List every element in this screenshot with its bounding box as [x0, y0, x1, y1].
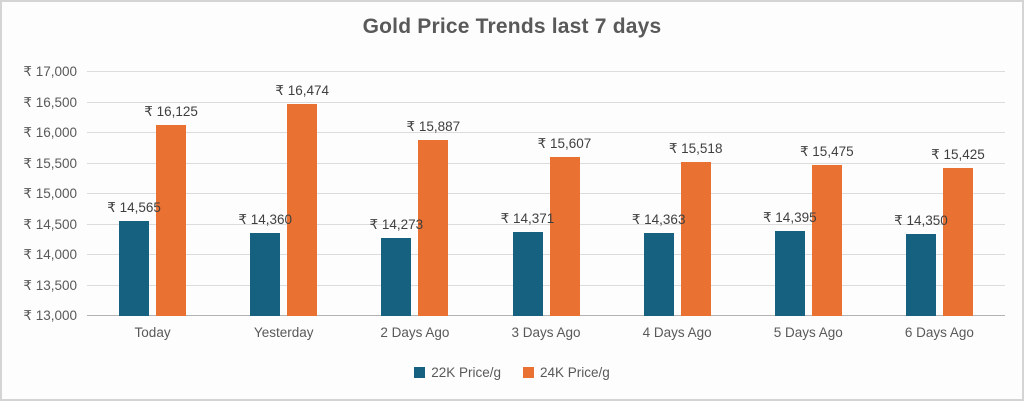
x-tick-label: 6 Days Ago — [904, 325, 974, 340]
plot-area: ₹ 14,565 ₹ 16,125 ₹ 14,360 ₹ 16,474 ₹ 14,273… — [87, 71, 1005, 316]
y-tick-label: ₹ 13,000 — [23, 308, 77, 323]
x-axis: Today Yesterday 2 Days Ago 3 Days Ago 4 Days… — [87, 325, 1005, 345]
y-axis: ₹ 13,000 ₹ 13,500 ₹ 14,000 ₹ 14,500 ₹ 15,000… — [2, 64, 81, 323]
data-label: ₹ 14,350 — [894, 212, 948, 228]
data-label: ₹ 14,363 — [631, 211, 686, 227]
x-tick-label: 4 Days Ago — [642, 325, 712, 340]
bar-22k-5-days-ago — [774, 230, 805, 316]
data-label: ₹ 14,395 — [762, 209, 817, 225]
data-label: ₹ 14,371 — [500, 211, 555, 227]
gridline — [87, 193, 1005, 194]
gridline — [87, 162, 1005, 164]
y-tick-label: ₹ 14,500 — [23, 216, 77, 232]
gridline — [87, 132, 1005, 133]
data-label: ₹ 15,607 — [537, 135, 592, 151]
legend-swatch-icon — [414, 367, 426, 378]
y-tick-label: ₹ 15,000 — [23, 186, 77, 201]
gridline — [87, 223, 1005, 225]
data-label: ₹ 16,125 — [144, 104, 198, 120]
bar-24k-6-days-ago — [942, 168, 973, 316]
y-tick-label: ₹ 15,500 — [23, 155, 77, 171]
bar-22k-3-days-ago — [512, 232, 543, 316]
y-tick-label: ₹ 13,500 — [23, 277, 77, 293]
x-tick-label: Today — [134, 325, 171, 340]
x-axis-line — [87, 315, 1005, 316]
data-label: ₹ 15,425 — [931, 147, 985, 163]
data-label: ₹ 15,475 — [799, 144, 854, 160]
bar-22k-today — [119, 220, 150, 316]
data-label: ₹ 15,518 — [668, 141, 723, 157]
data-label: ₹ 15,887 — [406, 118, 461, 134]
y-tick-label: ₹ 16,000 — [23, 125, 77, 140]
legend: 22K Price/g 24K Price/g — [2, 365, 1022, 380]
legend-swatch-icon — [523, 367, 534, 378]
data-label: ₹ 14,273 — [369, 217, 424, 233]
data-label: ₹ 14,565 — [107, 199, 161, 215]
bar-24k-today — [156, 125, 187, 316]
x-tick-label: 5 Days Ago — [773, 325, 843, 340]
bar-24k-2-days-ago — [418, 139, 449, 316]
legend-item: 22K Price/g — [414, 365, 501, 380]
gridline — [87, 101, 1005, 103]
bar-24k-4-days-ago — [680, 162, 711, 316]
legend-label: 24K Price/g — [540, 365, 610, 380]
y-tick-label: ₹ 14,000 — [23, 247, 77, 262]
data-label: ₹ 14,360 — [238, 212, 293, 228]
data-label: ₹ 16,474 — [275, 83, 330, 99]
bar-24k-5-days-ago — [811, 165, 842, 316]
legend-item: 24K Price/g — [523, 365, 610, 380]
gridline — [87, 71, 1005, 72]
y-tick-label: ₹ 17,000 — [23, 64, 77, 79]
bar-22k-yesterday — [250, 233, 281, 316]
bar-24k-3-days-ago — [549, 156, 580, 316]
bar-22k-6-days-ago — [905, 233, 936, 316]
x-tick-label: 3 Days Ago — [511, 325, 581, 340]
legend-label: 22K Price/g — [431, 365, 501, 380]
x-tick-label: Yesterday — [253, 325, 314, 340]
x-tick-label: 2 Days Ago — [380, 325, 450, 340]
bar-24k-yesterday — [287, 104, 318, 316]
gridline — [87, 284, 1005, 286]
chart-title: Gold Price Trends last 7 days — [362, 15, 662, 38]
bar-22k-2-days-ago — [381, 238, 412, 316]
gridline — [87, 254, 1005, 255]
bar-22k-4-days-ago — [643, 232, 674, 316]
y-tick-label: ₹ 16,500 — [23, 94, 77, 110]
